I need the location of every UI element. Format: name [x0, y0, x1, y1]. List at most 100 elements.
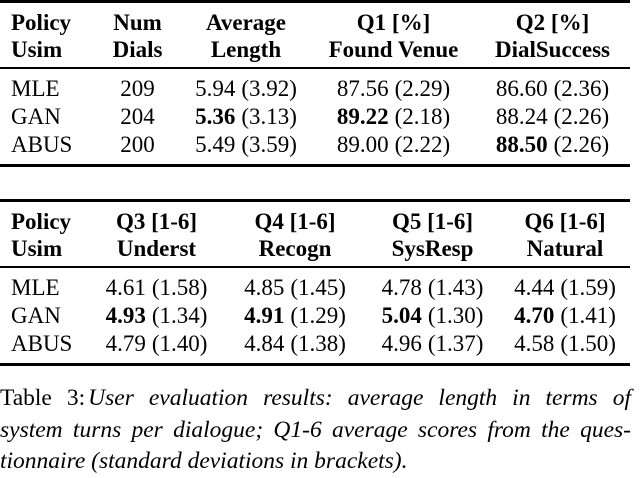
std-dev: (1.30) — [427, 303, 484, 328]
caption-line-1: Table 3: User evaluation results: average… — [0, 383, 631, 415]
policy-cell: ABUS — [11, 331, 73, 356]
table-row: MLE 4.61 (1.58) 4.85 (1.45) 4.78 (1.43) 4.4… — [0, 267, 630, 302]
value-cell: 4.70 (1.41) — [500, 302, 630, 330]
value: 5.49 — [195, 132, 236, 157]
column-header-q2: Q2 [%] DialSuccess — [475, 2, 630, 69]
value-cell: 4.78 (1.43) — [365, 267, 500, 302]
value: 88.24 — [495, 104, 548, 129]
header-row: Policy Usim Num Dials Average Length Q1 … — [0, 2, 630, 69]
std-dev: (1.58) — [151, 275, 208, 300]
value: 4.78 — [381, 275, 422, 300]
std-dev: (2.26) — [553, 104, 610, 129]
results-table-questionnaire: Policy Usim Q3 [1-6] Underst Q4 [1-6] Re… — [0, 199, 630, 366]
value: 4.79 — [105, 331, 146, 356]
value-cell: 88.24 (2.26) — [475, 103, 630, 131]
value-cell: 209 — [95, 68, 180, 103]
value: 86.60 — [495, 76, 548, 101]
value-cell: 4.93 (1.34) — [88, 302, 225, 330]
policy-cell: GAN — [11, 104, 61, 129]
header-line: Recogn — [258, 236, 332, 261]
header-line: SysResp — [391, 236, 474, 261]
paper-page: { "colors": { "background": "#ffffff", "… — [0, 0, 631, 474]
header-line: Average — [205, 10, 287, 35]
header-line: Q3 [1-6] — [115, 209, 198, 234]
value-cell: 4.58 (1.50) — [500, 330, 630, 365]
table-row: ABUS 4.79 (1.40) 4.84 (1.38) 4.96 (1.37) 4.… — [0, 330, 630, 365]
value: 4.96 — [381, 331, 422, 356]
header-line: Dials — [112, 37, 163, 62]
std-dev: (1.41) — [560, 303, 616, 328]
header-line: Q6 [1-6] — [524, 209, 606, 234]
value: 5.36 — [195, 104, 236, 129]
header-line: Q1 [%] — [356, 10, 431, 35]
value-cell: 4.44 (1.59) — [500, 267, 630, 302]
value-cell: 89.22 (2.18) — [312, 103, 475, 131]
policy-cell: MLE — [11, 76, 60, 101]
value: 209 — [120, 76, 155, 101]
std-dev: (1.29) — [290, 303, 346, 328]
value-cell: 86.60 (2.36) — [475, 68, 630, 103]
value-cell: 87.56 (2.29) — [312, 68, 475, 103]
results-table-objective: Policy Usim Num Dials Average Length Q1 … — [0, 0, 630, 167]
policy-cell: GAN — [11, 303, 61, 328]
value: 89.22 — [336, 104, 389, 129]
std-dev: (1.43) — [427, 275, 484, 300]
policy-cell: ABUS — [11, 132, 73, 157]
value-cell: 5.36 (3.13) — [180, 103, 312, 131]
value: 204 — [120, 104, 155, 129]
header-line: Usim — [11, 236, 63, 261]
value: 4.93 — [105, 303, 146, 328]
value-cell: 200 — [95, 131, 180, 166]
header-row: Policy Usim Q3 [1-6] Underst Q4 [1-6] Re… — [0, 201, 630, 268]
table-row: GAN 4.93 (1.34) 4.91 (1.29) 5.04 (1.30) 4.7… — [0, 302, 630, 330]
std-dev: (1.37) — [427, 331, 484, 356]
std-dev: (1.40) — [151, 331, 208, 356]
header-line: Policy — [11, 10, 72, 35]
header-line: DialSuccess — [495, 37, 610, 62]
header-line: Natural — [526, 236, 604, 261]
header-line: Q4 [1-6] — [254, 209, 336, 234]
value-cell: 4.96 (1.37) — [365, 330, 500, 365]
table-row: GAN 204 5.36 (3.13) 89.22 (2.18) 88.24 (2.2… — [0, 103, 630, 131]
value-cell: 88.50 (2.26) — [475, 131, 630, 166]
value: 4.70 — [514, 303, 555, 328]
std-dev: (1.45) — [290, 275, 346, 300]
caption-line-3: tionnaire (standard deviations in bracke… — [0, 448, 408, 474]
caption-label: Table 3: — [0, 385, 86, 411]
value: 5.04 — [381, 303, 422, 328]
column-header-q6: Q6 [1-6] Natural — [500, 201, 630, 268]
value-cell: 4.61 (1.58) — [88, 267, 225, 302]
std-dev: (3.92) — [241, 76, 297, 101]
std-dev: (2.26) — [553, 132, 610, 157]
value-cell: 4.85 (1.45) — [225, 267, 365, 302]
std-dev: (1.38) — [290, 331, 346, 356]
value: 4.85 — [244, 275, 285, 300]
value: 4.58 — [514, 331, 555, 356]
table-row: MLE 209 5.94 (3.92) 87.56 (2.29) 86.60 (2.3… — [0, 68, 630, 103]
header-line: Policy — [11, 209, 72, 234]
table-row: ABUS 200 5.49 (3.59) 89.00 (2.22) 88.50 (2.… — [0, 131, 630, 166]
header-line: Underst — [116, 236, 197, 261]
value-cell: 204 — [95, 103, 180, 131]
table-caption: Table 3: User evaluation results: average… — [0, 383, 631, 478]
value-cell: 4.84 (1.38) — [225, 330, 365, 365]
value-cell: 4.91 (1.29) — [225, 302, 365, 330]
value: 87.56 — [336, 76, 389, 101]
value: 5.94 — [195, 76, 236, 101]
header-line: Num — [113, 10, 162, 35]
std-dev: (2.29) — [394, 76, 451, 101]
value-cell: 5.04 (1.30) — [365, 302, 500, 330]
value: 200 — [120, 132, 155, 157]
std-dev: (3.59) — [241, 132, 297, 157]
column-header-num-dials: Num Dials — [95, 2, 180, 69]
header-line: Length — [210, 37, 282, 62]
column-header-average-length: Average Length — [180, 2, 312, 69]
value-cell: 5.94 (3.92) — [180, 68, 312, 103]
std-dev: (1.34) — [151, 303, 208, 328]
value-cell: 4.79 (1.40) — [88, 330, 225, 365]
value: 4.44 — [514, 275, 555, 300]
std-dev: (1.50) — [560, 331, 616, 356]
column-header-policy: Policy Usim — [0, 201, 88, 268]
header-line: Usim — [11, 37, 63, 62]
caption-line-2: system turns per dialogue; Q1-6 average … — [0, 416, 631, 443]
